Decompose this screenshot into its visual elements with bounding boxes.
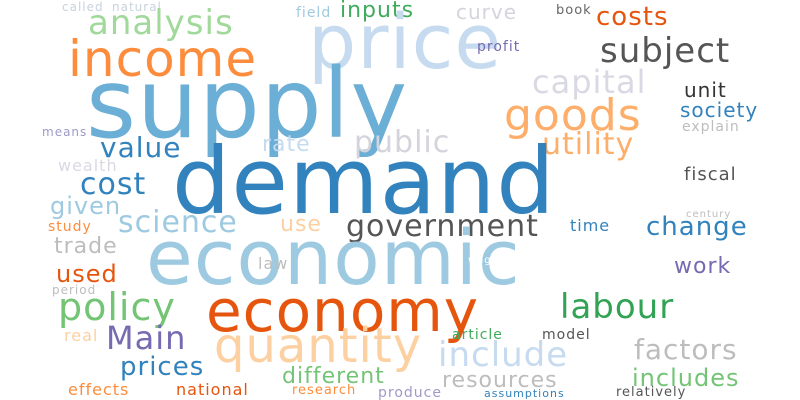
word-quantity: quantity [214, 318, 423, 374]
word-means: means [42, 125, 88, 139]
word-law: law [258, 254, 289, 273]
word-century: century [686, 209, 732, 220]
word-subject: subject [600, 31, 731, 71]
word-labour: labour [560, 287, 675, 327]
word-rate: rate [262, 132, 311, 157]
word-main: Main [106, 319, 187, 357]
word-time: time [570, 216, 611, 235]
word-factors: factors [634, 333, 738, 366]
word-period: period [52, 283, 97, 297]
word-analysis: analysis [88, 3, 234, 43]
word-work: work [674, 254, 732, 279]
word-field: field [296, 5, 332, 21]
word-price: price [308, 0, 503, 86]
word-study: study [48, 219, 92, 235]
word-profit: profit [477, 39, 521, 55]
word-model: model [542, 327, 591, 343]
word-called: called [62, 0, 104, 14]
word-national: national [176, 380, 249, 399]
word-demand: demand [172, 128, 556, 235]
word-research: research [292, 383, 357, 398]
word-economic: economic [146, 213, 521, 302]
word-economy: economy [206, 277, 480, 345]
word-society: society [680, 98, 759, 122]
word-include: include [438, 335, 569, 375]
word-cost: cost [80, 167, 147, 202]
word-capital: capital [532, 63, 647, 101]
word-effects: effects [68, 380, 130, 399]
word-different: different [282, 364, 385, 389]
word-natural: natural [112, 0, 162, 14]
word-article: article [452, 327, 503, 343]
word-inputs: inputs [340, 0, 415, 23]
word-change: change [646, 212, 748, 242]
word-public: public [354, 125, 451, 160]
word-value: value [100, 131, 182, 164]
word-book: book [556, 3, 592, 18]
word-resources: resources [442, 368, 558, 393]
word-supply: supply [86, 48, 409, 160]
word-prices: prices [120, 352, 205, 382]
word-fiscal: fiscal [684, 164, 737, 185]
word-science: science [118, 205, 238, 240]
word-unit: unit [684, 78, 727, 102]
word-trade: trade [54, 234, 118, 259]
word-explain: explain [682, 119, 740, 135]
word-costs: costs [596, 2, 669, 32]
word-curve: curve [456, 0, 518, 24]
word-goods: goods [504, 90, 642, 141]
word-produce: produce [378, 385, 442, 400]
word-policy: policy [58, 285, 176, 329]
word-wealth: wealth [58, 156, 118, 175]
word-given: given [50, 192, 122, 220]
word-includes: includes [632, 364, 740, 392]
word-used: used [56, 260, 118, 288]
word-use: use [280, 212, 322, 237]
word-relatively: relatively [616, 385, 687, 400]
word-government: government [346, 209, 539, 244]
word-wages: wages [468, 255, 506, 266]
word-utility: utility [542, 127, 635, 162]
word-assumptions: assumptions [484, 387, 565, 400]
word-real: real [64, 326, 99, 345]
word-income: income [68, 30, 258, 88]
